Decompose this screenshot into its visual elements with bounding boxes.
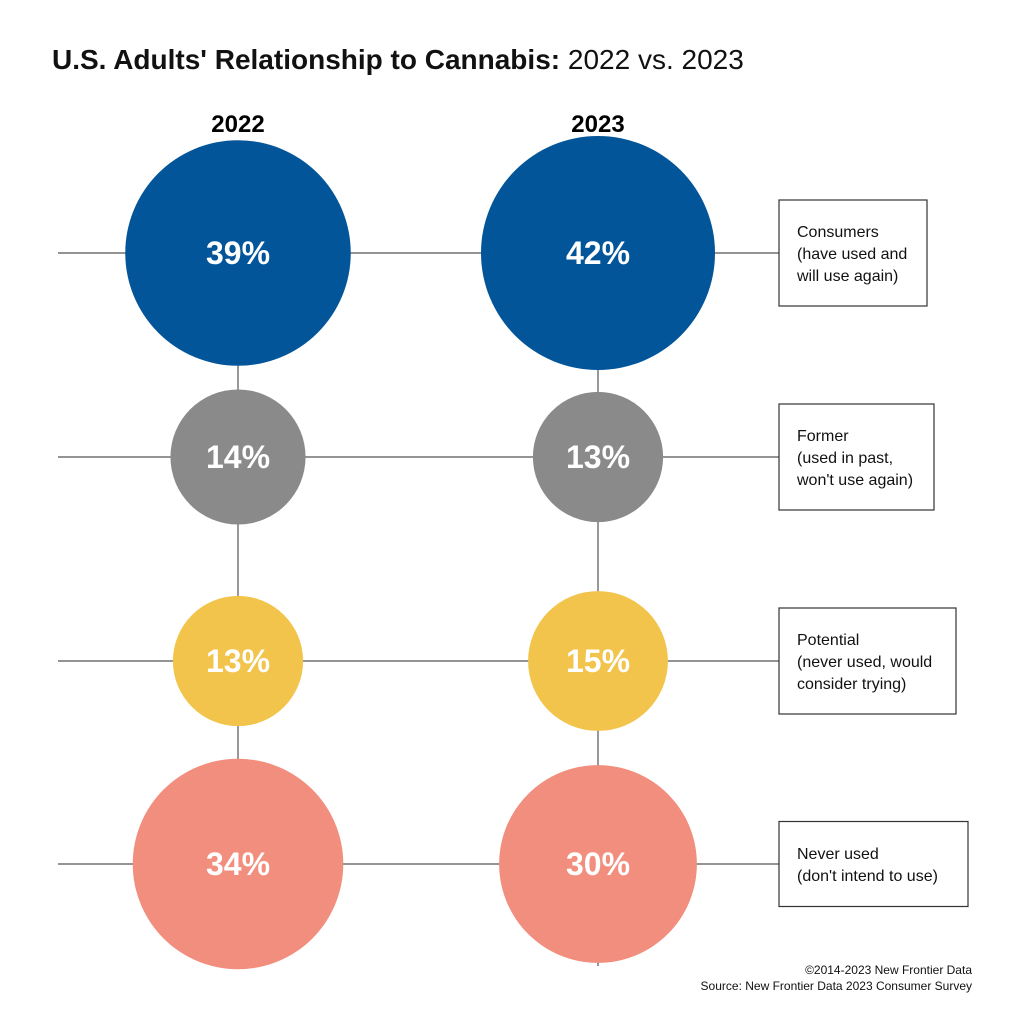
- bubble-2022-row-1: [125, 140, 351, 366]
- legend-label-2-line-1: Former: [797, 428, 849, 445]
- legend-label-3-line-2: (never used, would: [797, 654, 932, 671]
- source-note: Source: New Frontier Data 2023 Consumer …: [700, 979, 972, 993]
- bubble-2023-row-2: [532, 391, 664, 523]
- value-label-2023-row-1: 42%: [566, 235, 630, 271]
- value-label-2023-row-3: 15%: [566, 643, 630, 679]
- legend-box-3: [778, 607, 957, 715]
- legend-box-1: [778, 199, 928, 307]
- legend-label-2-line-2: (used in past,: [797, 450, 893, 467]
- legend-box-2: [778, 403, 935, 511]
- value-label-2022-row-2: 14%: [206, 439, 270, 475]
- legend-label-1-line-2: (have used and: [797, 246, 907, 263]
- column-header-2023: 2023: [571, 111, 624, 138]
- chart-footer: ©2014-2023 New Frontier Data Source: New…: [701, 962, 972, 994]
- legend-label-1-line-1: Consumers: [797, 224, 879, 241]
- chart-title-main: U.S. Adults' Relationship to Cannabis:: [52, 44, 561, 75]
- bubble-2022-row-4: [132, 758, 344, 970]
- copyright-note: ©2014-2023 New Frontier Data: [805, 963, 972, 977]
- legend-label-1-line-3: will use again): [796, 268, 898, 285]
- legend-label-2-line-3: won't use again): [796, 472, 913, 489]
- bubble-2023-row-1: [480, 135, 716, 371]
- value-label-2022-row-3: 13%: [206, 643, 270, 679]
- chart-title-sub: 2022 vs. 2023: [567, 44, 744, 75]
- value-label-2023-row-2: 13%: [566, 439, 630, 475]
- legend-label-4-line-2: (don't intend to use): [797, 868, 938, 885]
- value-label-2022-row-1: 39%: [206, 235, 270, 271]
- legend-label-3-line-1: Potential: [797, 632, 859, 649]
- legend-box-4: [778, 820, 969, 908]
- legend-label-4-line-1: Never used: [797, 846, 879, 863]
- bubble-2023-row-4: [499, 765, 697, 963]
- value-label-2023-row-4: 30%: [566, 846, 630, 882]
- chart-title: U.S. Adults' Relationship to Cannabis: 2…: [52, 44, 744, 76]
- bubble-2023-row-3: [528, 591, 668, 731]
- column-header-2022: 2022: [211, 111, 264, 138]
- bubble-2022-row-2: [170, 389, 306, 525]
- bubble-2022-row-3: [172, 595, 304, 727]
- legend-label-3-line-3: consider trying): [797, 676, 906, 693]
- value-label-2022-row-4: 34%: [206, 846, 270, 882]
